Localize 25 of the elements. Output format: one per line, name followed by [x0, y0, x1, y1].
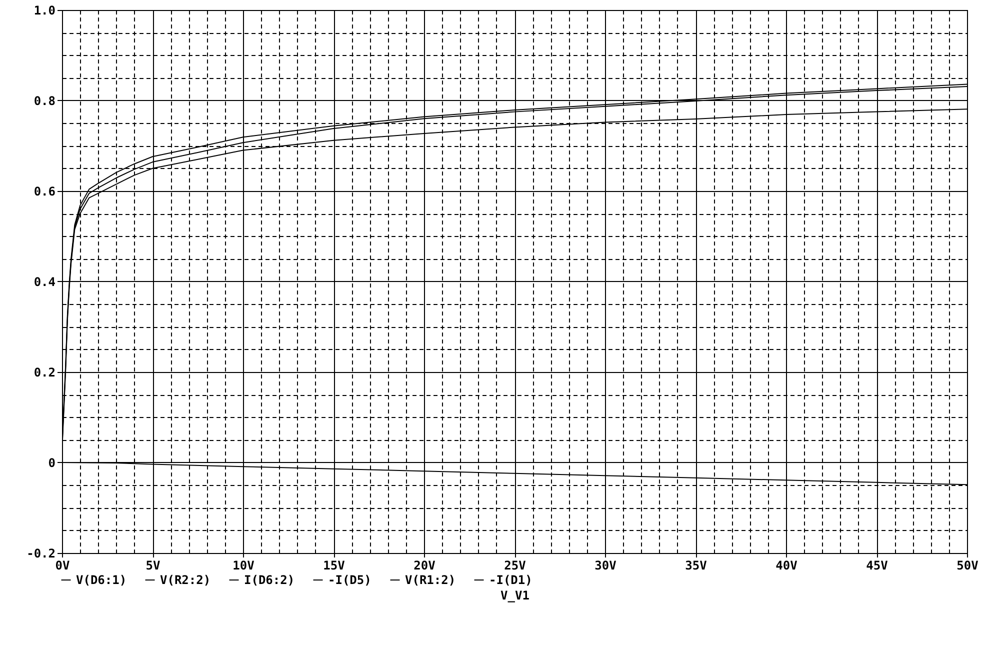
y-tick-label: 1.0 [34, 4, 56, 18]
y-tick-label: 0.6 [34, 184, 56, 198]
legend-label: I(D6:2) [244, 573, 295, 587]
x-tick-label: 20V [414, 558, 436, 572]
x-tick-label: 25V [504, 558, 526, 572]
x-tick-label: 50V [956, 558, 978, 572]
legend-label: V(R2:2) [160, 573, 211, 587]
x-tick-label: 5V [146, 558, 160, 572]
legend-label: V(R1:2) [405, 573, 456, 587]
y-tick-label: 0.8 [34, 94, 56, 108]
y-tick-label: 0.4 [34, 275, 56, 289]
x-tick-label: 45V [866, 558, 888, 572]
x-axis-title: V_V1 [500, 588, 530, 602]
legend-label: V(D6:1) [76, 573, 127, 587]
legend-label: -I(D1) [489, 573, 532, 587]
x-tick-label: 10V [232, 558, 254, 572]
legend-label: -I(D5) [328, 573, 372, 587]
y-tick-label: 0.2 [34, 366, 56, 380]
x-tick-label: 40V [776, 558, 798, 572]
y-tick-label: 0 [48, 456, 56, 470]
x-tick-label: 0V [55, 558, 70, 572]
y-tick-label: -0.2 [26, 546, 56, 560]
x-tick-label: 15V [323, 558, 345, 572]
x-tick-label: 30V [594, 558, 616, 572]
x-tick-label: 35V [685, 558, 707, 572]
